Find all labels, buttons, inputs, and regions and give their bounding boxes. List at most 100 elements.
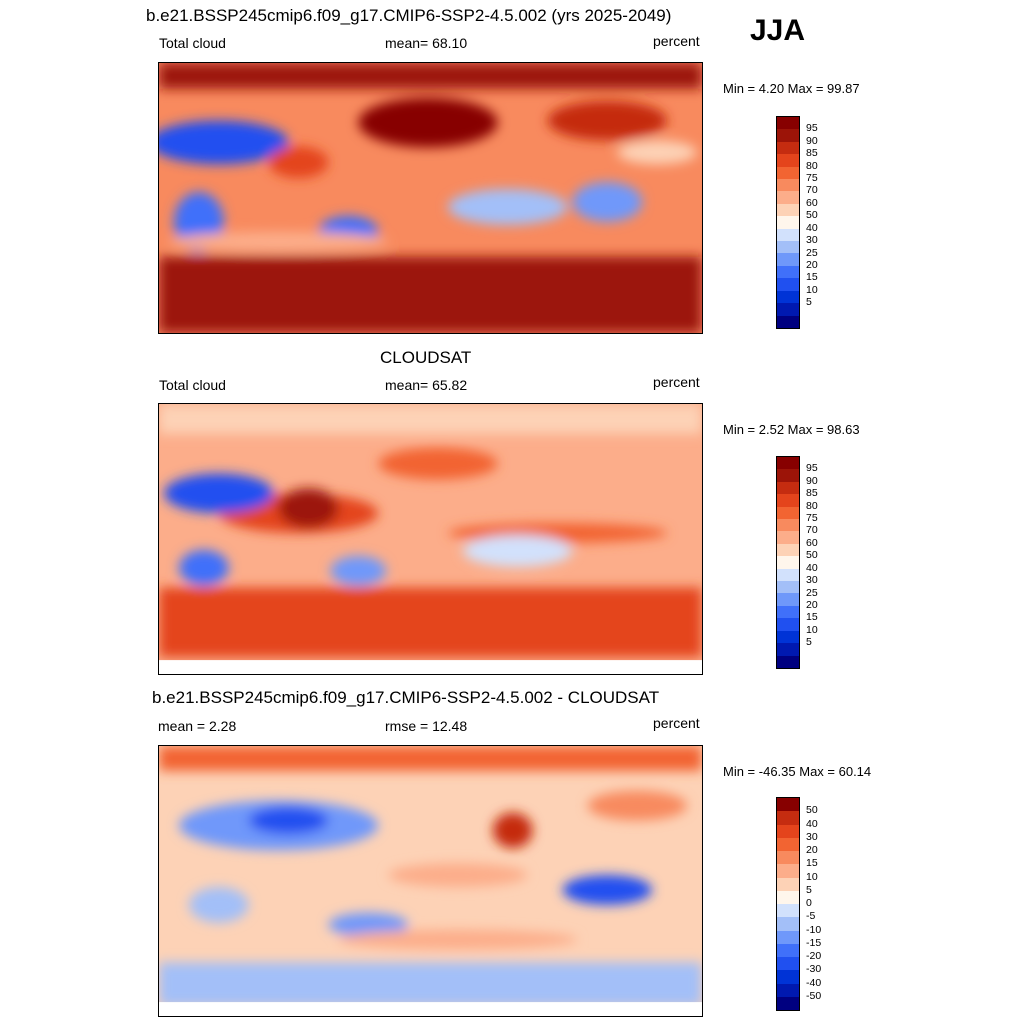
colorbar-tick-label: -50 [806, 989, 822, 1002]
colorbar-swatch [777, 265, 799, 279]
colorbar-tick-label: 25 [806, 586, 818, 599]
panel-1-map [158, 62, 703, 334]
colorbar-swatch [777, 216, 799, 229]
colorbar-swatch [777, 543, 799, 557]
colorbar-tick-label: 5 [806, 883, 812, 896]
panel-2-colorbar [776, 456, 800, 669]
colorbar-tick-label: -20 [806, 950, 822, 962]
colorbar-tick-label: 70 [806, 524, 818, 537]
colorbar-tick-label: 50 [806, 549, 818, 562]
colorbar-swatch [777, 494, 799, 507]
colorbar-tick-label: 50 [806, 209, 818, 222]
colorbar-swatch [777, 943, 799, 957]
colorbar-swatch [777, 179, 799, 192]
colorbar-swatch [777, 917, 799, 931]
colorbar-tick-label: 5 [806, 636, 812, 649]
colorbar-swatch [777, 117, 799, 130]
season-label: JJA [750, 14, 806, 47]
panel-1-mean-label: mean= 68.10 [385, 35, 468, 51]
colorbar-tick-label: -15 [806, 936, 822, 949]
colorbar-tick-label: 15 [806, 271, 818, 284]
colorbar-tick-label: 70 [806, 184, 818, 197]
colorbar-swatch [777, 568, 799, 582]
colorbar-tick-label: 85 [806, 487, 818, 500]
panel-2-units-label: percent [653, 374, 700, 390]
colorbar-swatch [777, 154, 799, 167]
colorbar-tick-label: -10 [806, 923, 822, 936]
colorbar-tick-label: 20 [806, 598, 818, 611]
colorbar-tick-label: 10 [806, 623, 818, 636]
colorbar-tick-label: 30 [806, 234, 818, 247]
colorbar-tick-label: 95 [806, 462, 818, 475]
panel-2-minmax: Min = 2.52 Max = 98.63 [723, 422, 860, 437]
colorbar-swatch [777, 278, 799, 291]
colorbar-swatch [777, 630, 799, 644]
panel-3-map [158, 745, 703, 1017]
colorbar-tick-label: 60 [806, 196, 818, 209]
colorbar-tick-label: 75 [806, 172, 818, 185]
colorbar-swatch [777, 531, 799, 544]
colorbar-tick-label: -40 [806, 976, 822, 989]
colorbar-swatch [777, 837, 799, 851]
colorbar-swatch [777, 996, 799, 1010]
colorbar-tick-label: 80 [806, 499, 818, 512]
panel-2-variable-label: Total cloud [159, 377, 226, 393]
colorbar-swatch [777, 203, 799, 217]
panel-1-title: b.e21.BSSP245cmip6.f09_g17.CMIP6-SSP2-4.… [146, 6, 672, 25]
colorbar-tick-label: 30 [806, 830, 818, 843]
colorbar-swatch [777, 166, 799, 180]
panel-2-map [158, 403, 703, 675]
colorbar-tick-label: 25 [806, 246, 818, 259]
colorbar-swatch [777, 877, 799, 891]
panel-3-title: b.e21.BSSP245cmip6.f09_g17.CMIP6-SSP2-4.… [152, 688, 660, 707]
colorbar-tick-label: 85 [806, 147, 818, 160]
colorbar-tick-label: -30 [806, 963, 822, 976]
colorbar-swatch [777, 303, 799, 316]
panel-1-minmax: Min = 4.20 Max = 99.87 [723, 81, 860, 96]
panel-3-colorbar-labels: 50 40 30 20 15 10 5 0 -5 -10 -15 -20 -30 -40 -50 [806, 797, 866, 1011]
colorbar-swatch [777, 506, 799, 520]
panel-3-colorbar [776, 797, 800, 1011]
colorbar-swatch [777, 315, 799, 328]
colorbar-swatch [777, 481, 799, 495]
panel-1-units-label: percent [653, 33, 700, 49]
colorbar-tick-label: 40 [806, 561, 818, 574]
colorbar-swatch [777, 519, 799, 532]
colorbar-swatch [777, 643, 799, 656]
colorbar-swatch [777, 581, 799, 594]
colorbar-swatch [777, 129, 799, 142]
colorbar-swatch [777, 864, 799, 878]
colorbar-swatch [777, 983, 799, 997]
colorbar-swatch [777, 851, 799, 865]
colorbar-swatch [777, 811, 799, 825]
colorbar-tick-label: -5 [806, 910, 816, 923]
colorbar-swatch [777, 228, 799, 242]
colorbar-swatch [777, 191, 799, 204]
colorbar-tick-label: 30 [806, 574, 818, 587]
panel-3-rmse-label: rmse = 12.48 [385, 718, 468, 734]
colorbar-swatch [777, 798, 799, 812]
colorbar-tick-label: 20 [806, 258, 818, 271]
colorbar-tick-label: 40 [806, 221, 818, 234]
panel-1-colorbar [776, 116, 800, 329]
colorbar-swatch [777, 605, 799, 619]
colorbar-tick-label: 90 [806, 474, 818, 487]
panel-2-colorbar-labels: 95 90 85 80 75 70 60 50 40 30 25 20 15 10 5 [806, 456, 866, 669]
panel-2-mean-label: mean= 65.82 [385, 377, 468, 393]
colorbar-swatch [777, 469, 799, 482]
colorbar-tick-label: 10 [806, 283, 818, 296]
colorbar-swatch [777, 593, 799, 606]
colorbar-tick-label: 15 [806, 857, 818, 870]
colorbar-swatch [777, 556, 799, 569]
colorbar-tick-label: 80 [806, 159, 818, 172]
colorbar-tick-label: 90 [806, 134, 818, 147]
colorbar-swatch [777, 618, 799, 631]
colorbar-swatch [777, 890, 799, 904]
colorbar-swatch [777, 970, 799, 984]
colorbar-tick-label: 95 [806, 122, 818, 135]
colorbar-tick-label: 40 [806, 817, 818, 830]
colorbar-swatch [777, 904, 799, 918]
panel-1-variable-label: Total cloud [159, 35, 226, 51]
colorbar-tick-label: 20 [806, 844, 818, 856]
colorbar-swatch [777, 457, 799, 470]
